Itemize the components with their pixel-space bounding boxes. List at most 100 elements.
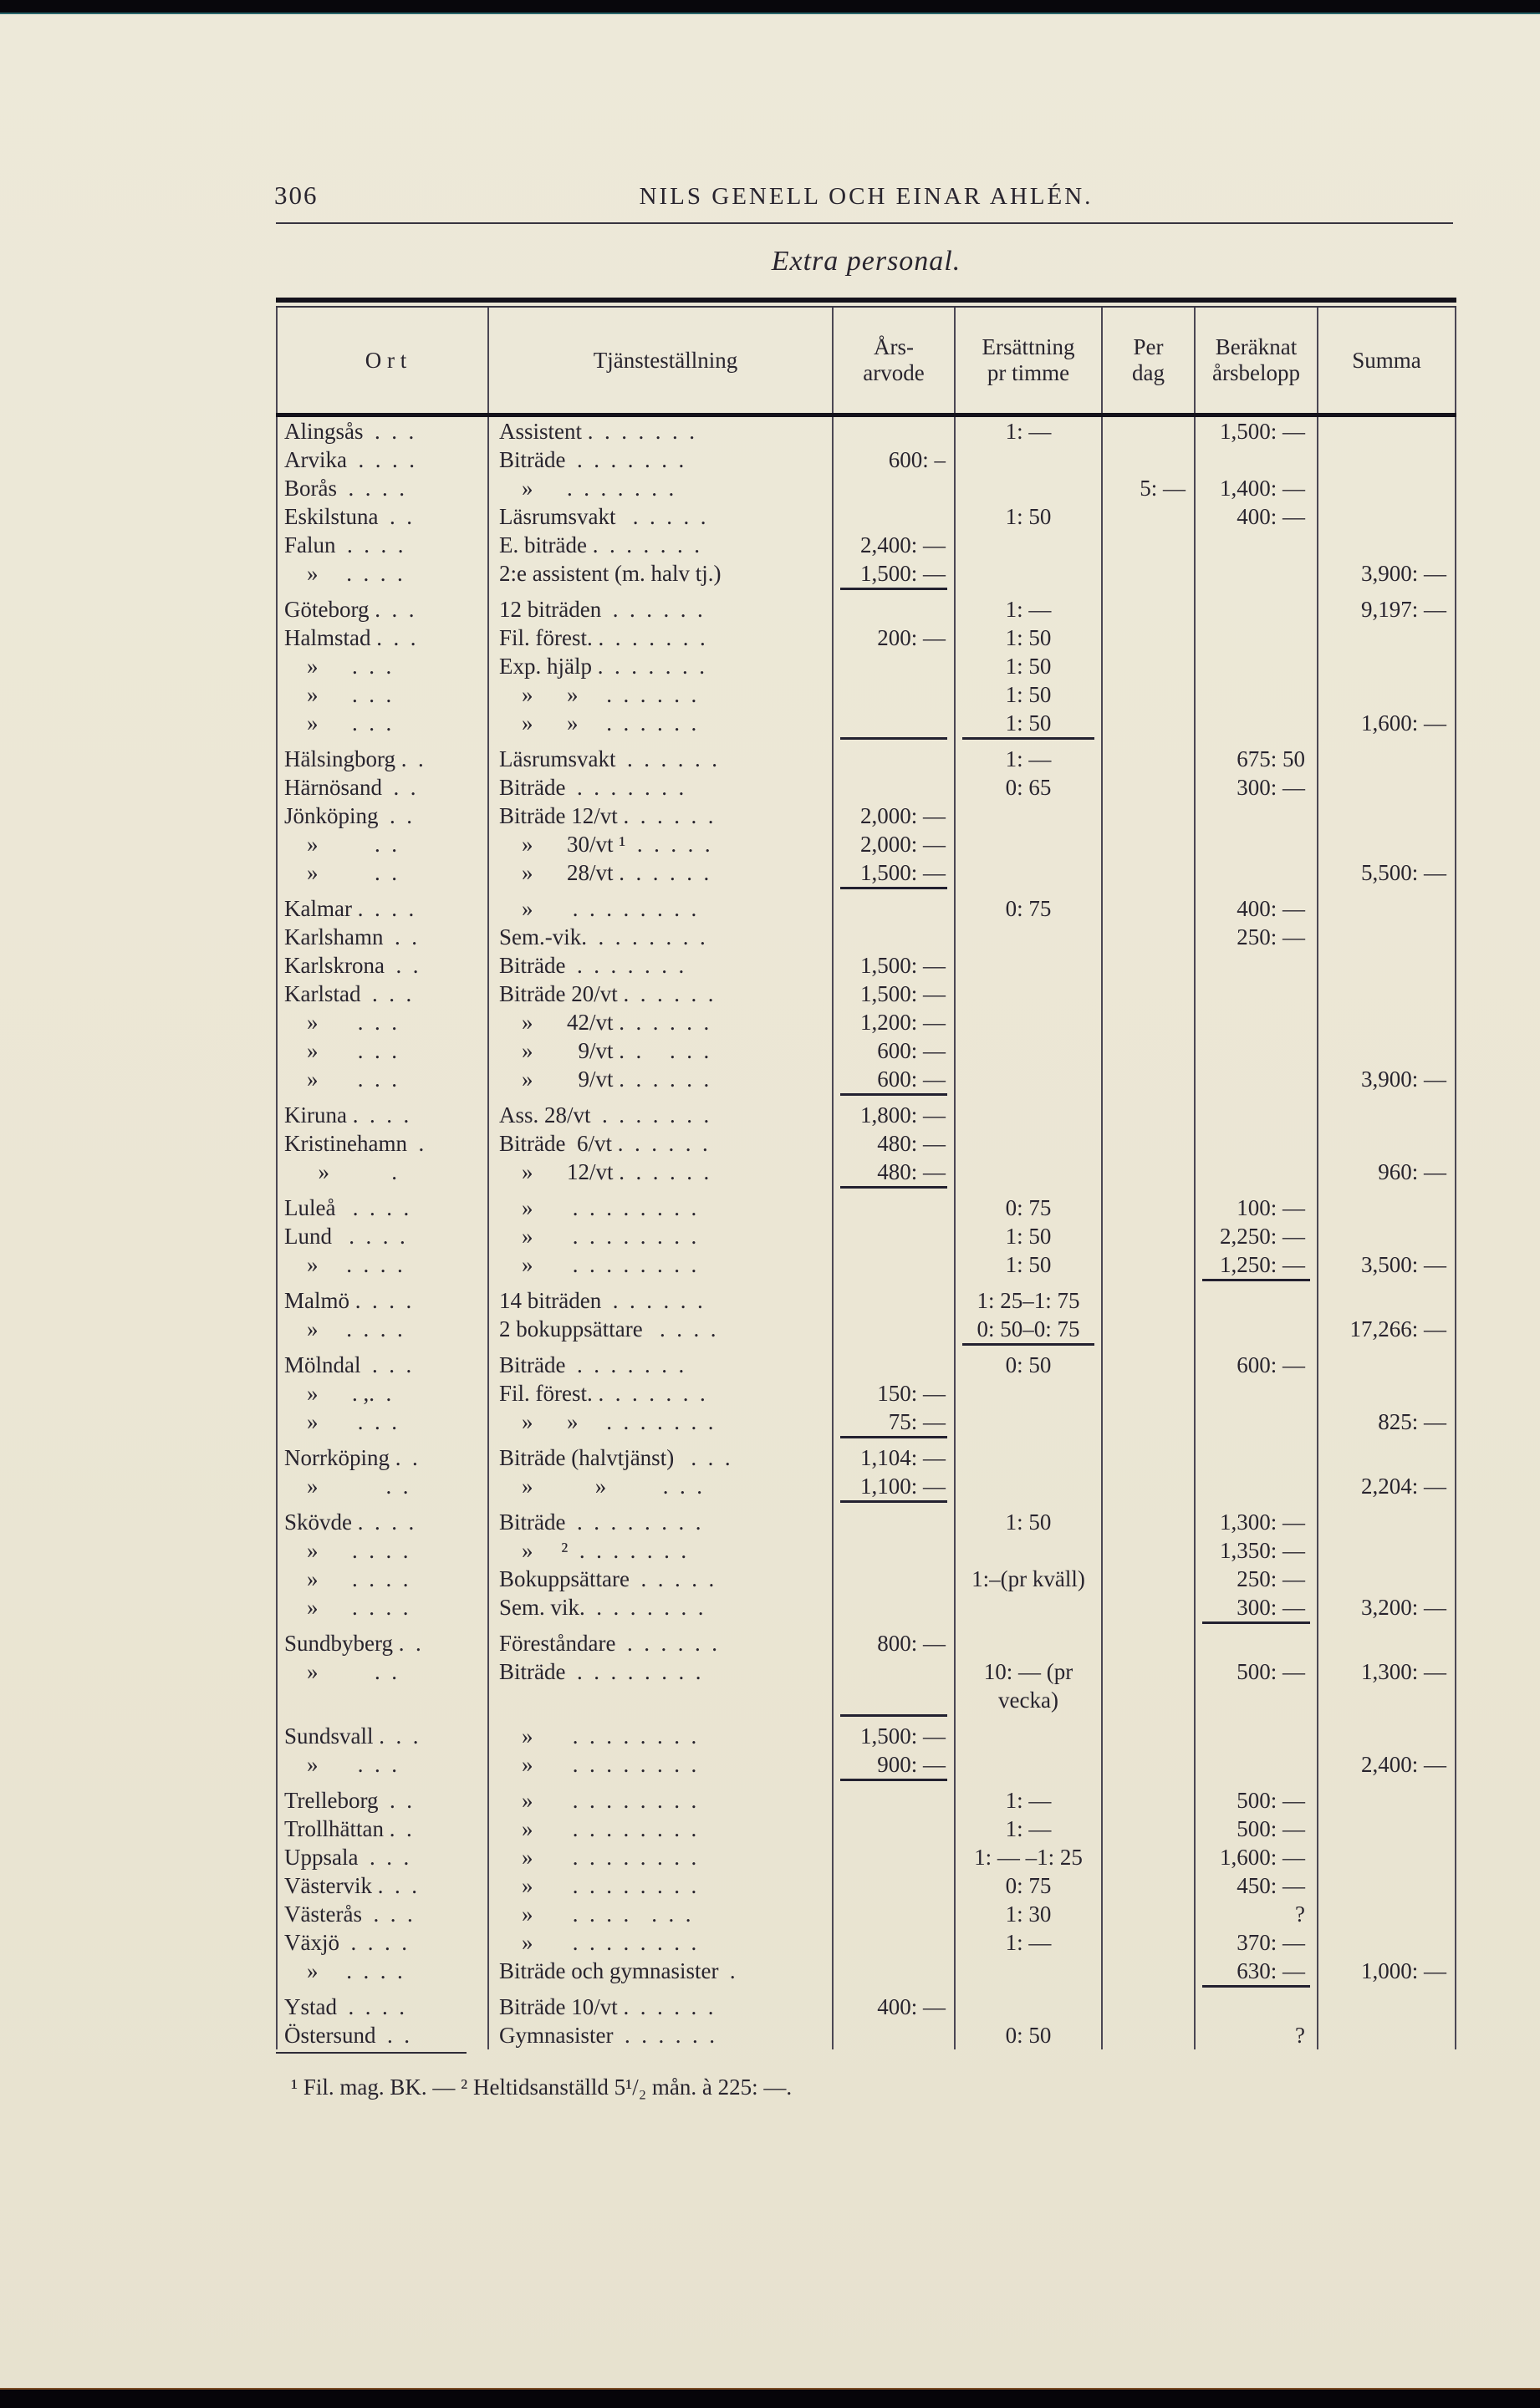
cell-timme bbox=[956, 1957, 1103, 1993]
cell-beraknat: 300: — bbox=[1196, 1593, 1318, 1629]
cell-summa: 2,204: — bbox=[1318, 1472, 1456, 1508]
cell-tjanst: » . . . . . . . . bbox=[489, 1750, 834, 1786]
cell-tjanst: » . . . . . . . . bbox=[489, 1928, 834, 1957]
cell-tjanst: Sem. vik. . . . . . . . bbox=[489, 1593, 834, 1629]
cell-ort: » . . bbox=[278, 1472, 489, 1508]
cell-timme bbox=[956, 1408, 1103, 1443]
cell-timme bbox=[956, 830, 1103, 858]
cell-ort: » . . . . bbox=[278, 1565, 489, 1593]
cell-dag bbox=[1103, 652, 1196, 680]
table-row: Kiruna . . . . Ass. 28/vt . . . . . . . … bbox=[278, 1101, 1456, 1129]
cell-arvode bbox=[834, 474, 956, 502]
cell-timme bbox=[956, 1036, 1103, 1065]
cell-timme bbox=[956, 1101, 1103, 1129]
cell-timme bbox=[956, 923, 1103, 951]
cell-beraknat: 1,400: — bbox=[1196, 474, 1318, 502]
cell-beraknat: 370: — bbox=[1196, 1928, 1318, 1957]
cell-arvode bbox=[834, 1250, 956, 1286]
cell-summa bbox=[1318, 1194, 1456, 1222]
running-header: NILS GENELL OCH EINAR AHLÉN. bbox=[639, 183, 1094, 210]
cell-timme: 0: 50 bbox=[956, 1351, 1103, 1379]
cell-summa bbox=[1318, 1843, 1456, 1871]
cell-summa bbox=[1318, 680, 1456, 709]
cell-ort: » . bbox=[278, 1158, 489, 1194]
cell-tjanst: » . . . . . . . . bbox=[489, 1222, 834, 1250]
cell-beraknat: ? bbox=[1196, 2021, 1318, 2049]
cell-timme bbox=[956, 858, 1103, 894]
cell-summa bbox=[1318, 445, 1456, 474]
cell-beraknat: 675: 50 bbox=[1196, 745, 1318, 773]
cell-tjanst: Gymnasister . . . . . . bbox=[489, 2021, 834, 2049]
cell-ort: » . . . . bbox=[278, 559, 489, 595]
footnote: ¹ Fil. mag. BK. — ² Heltidsanställd 5¹/₂… bbox=[291, 2075, 793, 2100]
table-row: » . . . » . . . . . . . . 900: — 2,400: … bbox=[278, 1750, 1456, 1786]
cell-tjanst: Biträde . . . . . . . bbox=[489, 445, 834, 474]
cell-tjanst: » . . . . . . . bbox=[489, 474, 834, 502]
cell-tjanst: Läsrumsvakt . . . . . . bbox=[489, 745, 834, 773]
cell-arvode bbox=[834, 652, 956, 680]
table-row: Trelleborg . . » . . . . . . . . 1: — 50… bbox=[278, 1786, 1456, 1815]
cell-tjanst: Biträde . . . . . . . bbox=[489, 951, 834, 980]
cell-summa bbox=[1318, 1928, 1456, 1957]
cell-timme: 1: — bbox=[956, 1815, 1103, 1843]
cell-dag: 5: — bbox=[1103, 474, 1196, 502]
cell-dag bbox=[1103, 1194, 1196, 1222]
cell-summa bbox=[1318, 1379, 1456, 1408]
cell-dag bbox=[1103, 1315, 1196, 1351]
cell-arvode bbox=[834, 1536, 956, 1565]
table-row: Trollhättan . . » . . . . . . . . 1: — 5… bbox=[278, 1815, 1456, 1843]
cell-arvode: 1,500: — bbox=[834, 951, 956, 980]
cell-ort: » . . . . bbox=[278, 1536, 489, 1565]
cell-beraknat: 500: — bbox=[1196, 1657, 1318, 1722]
cell-arvode: 480: — bbox=[834, 1158, 956, 1194]
cell-ort: Trelleborg . . bbox=[278, 1786, 489, 1815]
cell-dag bbox=[1103, 1900, 1196, 1928]
cell-arvode: 2,000: — bbox=[834, 830, 956, 858]
table-bottom-rule-fragment bbox=[276, 2052, 467, 2054]
cell-ort: » . . . bbox=[278, 1008, 489, 1036]
table-row: » . . » » . . . 1,100: — 2,204: — bbox=[278, 1472, 1456, 1508]
cell-dag bbox=[1103, 1993, 1196, 2021]
cell-tjanst: Läsrumsvakt . . . . . bbox=[489, 502, 834, 531]
cell-arvode bbox=[834, 1843, 956, 1871]
cell-ort: » . . . . bbox=[278, 1315, 489, 1351]
cell-beraknat: 300: — bbox=[1196, 773, 1318, 802]
cell-beraknat bbox=[1196, 1036, 1318, 1065]
table-row: » . . . » 9/vt . . . . . . 600: — 3,900:… bbox=[278, 1065, 1456, 1101]
cell-ort: » . . bbox=[278, 830, 489, 858]
cell-beraknat bbox=[1196, 951, 1318, 980]
cell-summa: 5,500: — bbox=[1318, 858, 1456, 894]
table-row: » . . . . Sem. vik. . . . . . . . 300: —… bbox=[278, 1593, 1456, 1629]
table-header-row: O r t Tjänsteställning Års- arvode Ersättni… bbox=[276, 308, 1456, 413]
table-row: » . . . . 2 bokuppsättare . . . . 0: 50–… bbox=[278, 1315, 1456, 1351]
cell-ort: Västervik . . . bbox=[278, 1871, 489, 1900]
cell-dag bbox=[1103, 1536, 1196, 1565]
cell-beraknat bbox=[1196, 1379, 1318, 1408]
table-row: Falun . . . . E. biträde . . . . . . . 2… bbox=[278, 531, 1456, 559]
cell-tjanst: » . . . . . . . . bbox=[489, 1843, 834, 1871]
cell-arvode: 75: — bbox=[834, 1408, 956, 1443]
cell-summa bbox=[1318, 1629, 1456, 1657]
cell-summa bbox=[1318, 1993, 1456, 2021]
cell-timme bbox=[956, 1536, 1103, 1565]
cell-summa bbox=[1318, 417, 1456, 445]
cell-beraknat bbox=[1196, 1008, 1318, 1036]
cell-ort: » . . . . bbox=[278, 1957, 489, 1993]
table-row: » . . . . Bokuppsättare . . . . . 1:–(pr… bbox=[278, 1565, 1456, 1593]
cell-dag bbox=[1103, 1957, 1196, 1993]
cell-summa bbox=[1318, 1815, 1456, 1843]
cell-ort: » . . . bbox=[278, 709, 489, 745]
cell-beraknat: 1,500: — bbox=[1196, 417, 1318, 445]
cell-dag bbox=[1103, 1629, 1196, 1657]
table-body: Alingsås . . . Assistent . . . . . . . 1… bbox=[276, 417, 1456, 2049]
cell-arvode bbox=[834, 1871, 956, 1900]
cell-dag bbox=[1103, 1036, 1196, 1065]
cell-ort: Kalmar . . . . bbox=[278, 894, 489, 923]
cell-tjanst: » 12/vt . . . . . . bbox=[489, 1158, 834, 1194]
cell-arvode: 800: — bbox=[834, 1629, 956, 1657]
cell-dag bbox=[1103, 1750, 1196, 1786]
cell-beraknat bbox=[1196, 624, 1318, 652]
cell-ort: » . . . . bbox=[278, 1593, 489, 1629]
cell-ort: Eskilstuna . . bbox=[278, 502, 489, 531]
cell-ort: Jönköping . . bbox=[278, 802, 489, 830]
